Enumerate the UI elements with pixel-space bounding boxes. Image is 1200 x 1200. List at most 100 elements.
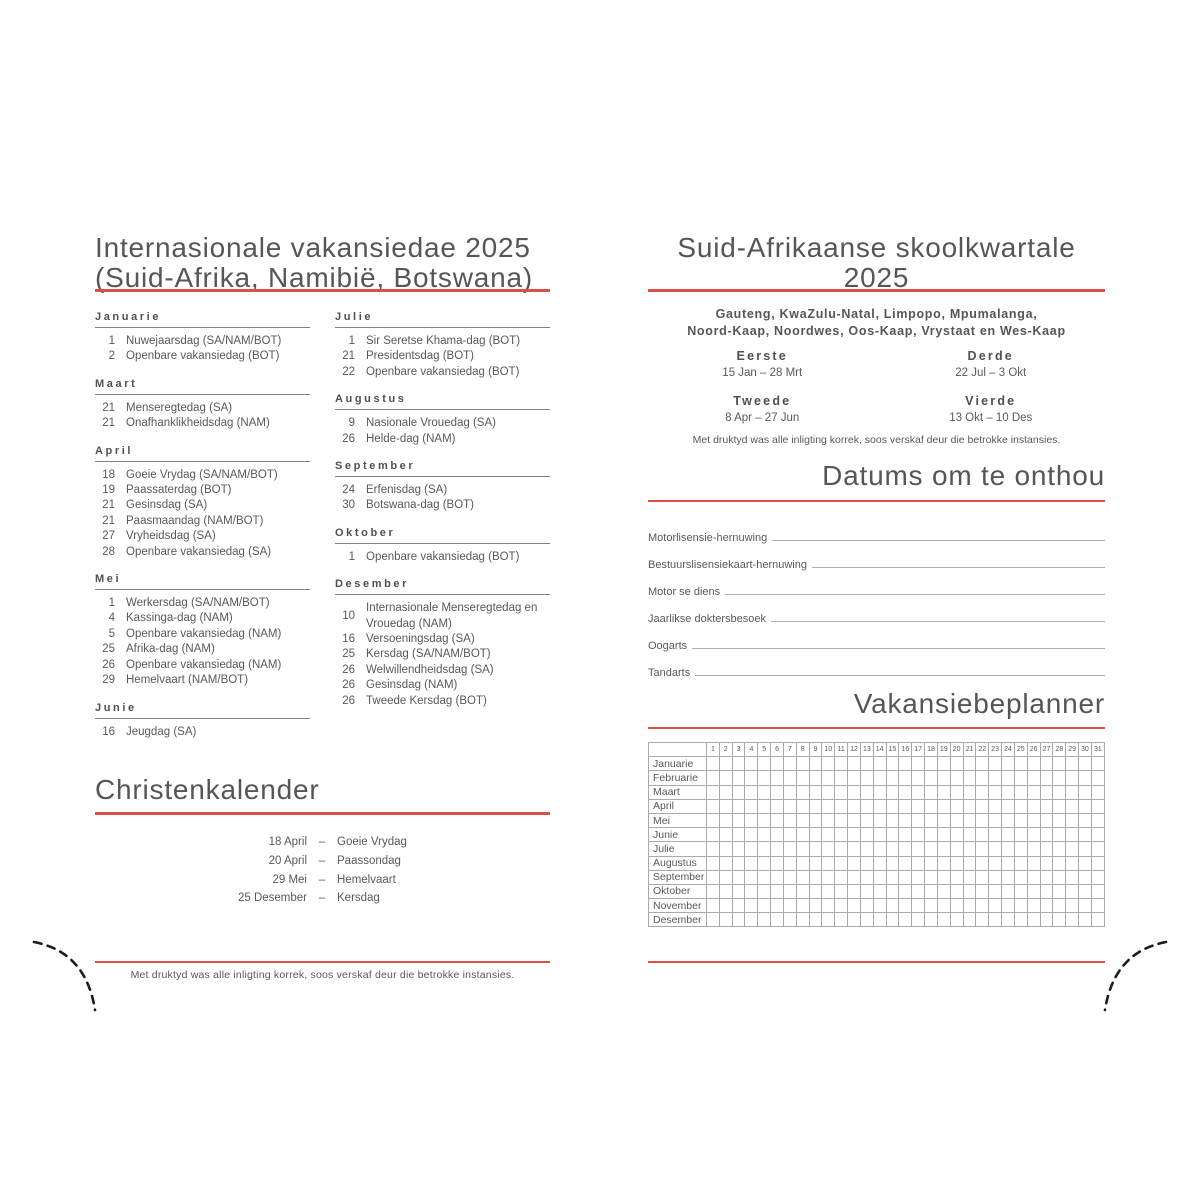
planner-day-cell: [911, 898, 926, 914]
term-vierde: Vierde 13 Okt – 10 Des: [877, 394, 1106, 424]
planner-day-cell: [924, 812, 938, 829]
red-divider: [95, 289, 550, 292]
christen-dash: –: [318, 836, 326, 848]
planner-day-cell: [1052, 855, 1067, 871]
planner-day-cell: [898, 898, 913, 914]
holiday-row: 22 Openbare vakansiedag (BOT): [335, 365, 550, 380]
christen-name: Paassondag: [337, 854, 401, 867]
holiday-day: 1: [108, 335, 115, 347]
planner-day-cell: [1001, 770, 1015, 786]
planner-day-cell: [821, 784, 836, 800]
planner-day-cell: [949, 855, 964, 871]
planner-day-cell: [1052, 912, 1067, 928]
planner-day-cell: [1039, 869, 1054, 885]
planner-day-cell: [1078, 756, 1092, 772]
planner-day-cell: [1026, 798, 1041, 814]
planner-day-cell: [1001, 883, 1015, 900]
month-section: April 18 Goeie Vrydag (SA/NAM/BOT) 19 Paassa…: [95, 445, 310, 560]
planner-day-cell: [731, 912, 746, 928]
planner-day-cell: [1052, 784, 1067, 800]
holiday-row: 26 Tweede Kersdag (BOT): [335, 694, 550, 709]
holiday-name: Openbare vakansiedag (BOT): [366, 550, 520, 563]
planner-day-cell: [936, 812, 951, 829]
planner-day-cell: [1078, 855, 1092, 871]
planner-day-cell: [911, 756, 926, 772]
planner-month-cell: November: [648, 898, 707, 914]
planner-day-cell: [872, 841, 887, 857]
planner-day-cell: [936, 798, 951, 814]
planner-month-row: Februarie: [648, 770, 1106, 786]
month-header: Augustus: [335, 393, 550, 411]
planner-day-cell: [911, 855, 926, 871]
holiday-row: 21 Paasmaandag (NAM/BOT): [95, 514, 310, 529]
planner-table: 1 2 3 4 5 6 7 8 9 10 11 12 13 14 15 16 17 18 19 20 21 22 23 24 2…: [648, 741, 1106, 928]
planner-day-cell: [834, 784, 849, 800]
planner-day-cell: [757, 841, 772, 857]
planner-day-cell: [949, 841, 964, 857]
planner-day-cell: [731, 770, 746, 786]
planner-day-cell: [975, 855, 990, 871]
planner-corner-cell: [648, 741, 707, 758]
planner-month-row: Julie: [648, 841, 1106, 857]
planner-day-cell: [718, 898, 733, 914]
planner-day-cell: [1065, 883, 1080, 900]
planner-day-cell: [1078, 784, 1092, 800]
planner-day-cell: [1078, 869, 1092, 885]
planner-day-cell: [731, 812, 746, 829]
planner-day-cell: [706, 770, 720, 786]
planner-month-row: Mei: [648, 812, 1106, 829]
planner-day-cell: [706, 784, 720, 800]
holiday-column: Januarie 1 Nuwejaarsdag (SA/NAM/BOT) 2 Openb…: [95, 311, 310, 753]
planner-day-cell: [936, 756, 951, 772]
planner-day-cell: [1026, 912, 1041, 928]
term-range: 15 Jan – 28 Mrt: [722, 367, 803, 379]
planner-day-cell: [1078, 798, 1092, 814]
planner-day-cell: [1065, 770, 1080, 786]
remember-field-row: Motorlisensie-hernuwing: [648, 517, 1105, 544]
planner-day-cell: [859, 812, 874, 829]
month-header: Januarie: [95, 311, 310, 328]
planner-day-cell: [975, 756, 990, 772]
planner-day-cell: [1065, 912, 1080, 928]
planner-day-header-cell: 6: [770, 741, 784, 758]
holiday-name: Paasmaandag (NAM/BOT): [126, 514, 264, 527]
holiday-day: 26: [342, 432, 355, 445]
planner-month-cell: Junie: [648, 827, 707, 843]
planner-day-cell: [898, 912, 913, 928]
holiday-name: Nasionale Vrouedag (SA): [366, 417, 496, 430]
planner-day-cell: [1090, 912, 1106, 928]
planner-day-cell: [898, 798, 913, 814]
planner-day-cell: [834, 827, 849, 843]
planner-day-cell: [1052, 827, 1067, 843]
planner-day-header-cell: 8: [795, 741, 810, 758]
planner-month-cell: September: [648, 869, 707, 885]
planner-day-cell: [808, 912, 823, 928]
planner-day-cell: [808, 784, 823, 800]
planner-day-cell: [898, 841, 913, 857]
planner-day-cell: [962, 883, 977, 900]
planner-day-cell: [795, 812, 810, 829]
planner-day-cell: [936, 784, 951, 800]
holiday-row: 25 Kersdag (SA/NAM/BOT): [335, 647, 550, 662]
planner-day-header-cell: 19: [936, 741, 951, 758]
christen-dash: –: [318, 873, 326, 886]
planner-day-cell: [1026, 869, 1041, 885]
planner-day-cell: [782, 869, 797, 885]
planner-day-cell: [872, 912, 887, 928]
holiday-name: Sir Seretse Khama-dag (BOT): [366, 335, 521, 347]
planner-day-cell: [1039, 798, 1054, 814]
remember-fill-line: [772, 540, 1105, 541]
remember-fill-line: [811, 567, 1105, 568]
planner-day-header-cell: 16: [898, 741, 913, 758]
planner-day-cell: [795, 869, 810, 885]
remember-fields: Motorlisensie-hernuwing Bestuurslisensiek…: [648, 517, 1105, 679]
planner-day-cell: [1065, 827, 1080, 843]
planner-day-cell: [859, 784, 874, 800]
left-footer: Met druktyd was alle inligting korrek, s…: [95, 961, 550, 981]
planner-day-cell: [924, 855, 938, 871]
planner-day-cell: [757, 898, 772, 914]
planner-day-cell: [821, 841, 836, 857]
planner-day-header-cell: 13: [859, 741, 874, 758]
planner-day-cell: [962, 798, 977, 814]
planner-day-cell: [782, 855, 797, 871]
